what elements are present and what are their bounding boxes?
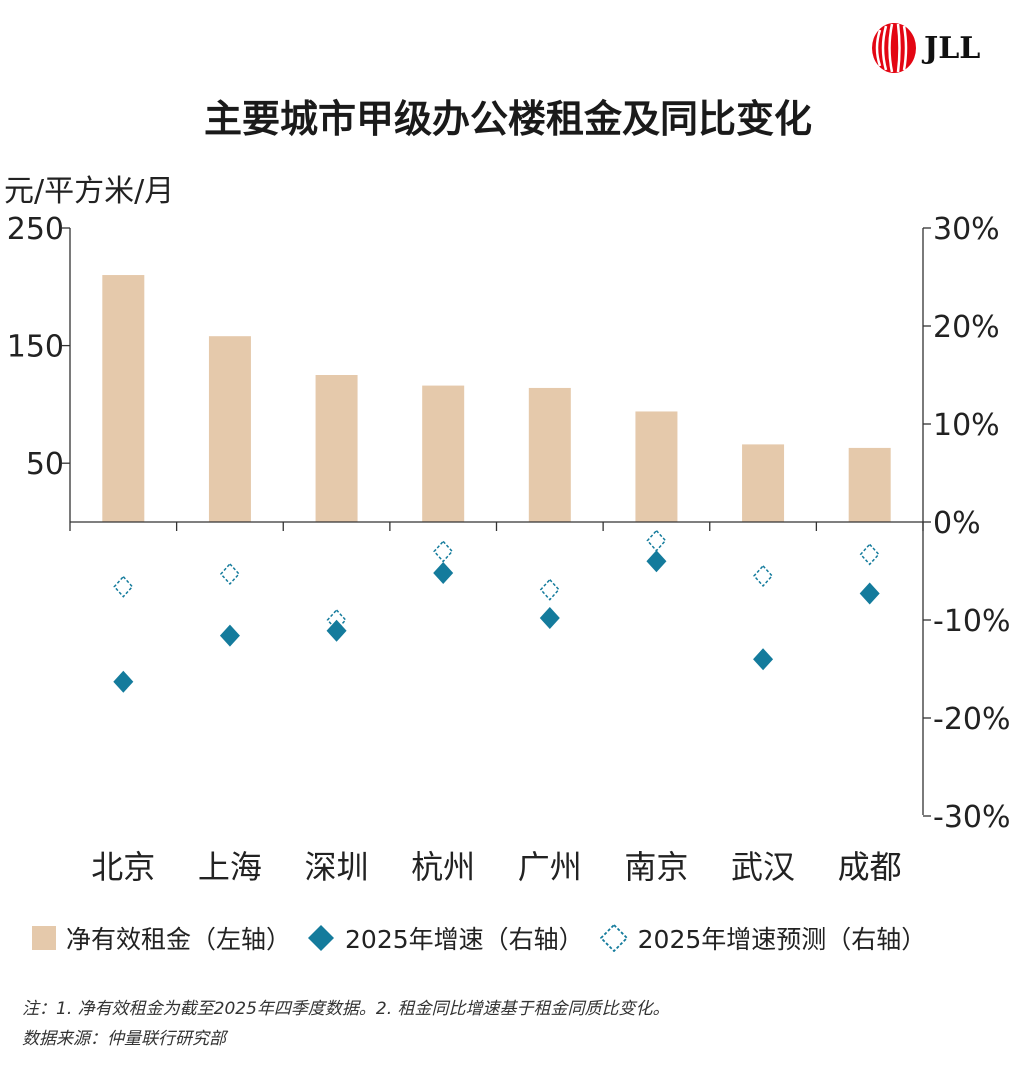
forecast-diamond (219, 562, 240, 586)
hollow-diamond-icon (599, 924, 628, 952)
legend-item-growth: 2025年增速（右轴） (307, 920, 584, 956)
y2-tick-label: -20% (933, 702, 1011, 737)
legend-label: 2025年增速（右轴） (345, 925, 584, 954)
bar (528, 387, 571, 522)
category-label: 成都 (838, 848, 902, 886)
legend-label: 净有效租金（左轴） (66, 925, 292, 954)
growth-diamond (433, 561, 454, 584)
forecast-diamond (539, 578, 560, 601)
forecast-diamond (753, 564, 774, 588)
chart-title: 主要城市甲级办公楼租金及同比变化 (203, 97, 812, 141)
forecast-diamond (859, 543, 880, 566)
bar (635, 411, 678, 522)
footnote-line: 注：1. 净有效租金为截至2025年四季度数据。2. 租金同比增速基于租金同质比… (22, 999, 670, 1019)
bar (208, 336, 251, 522)
jll-logo-mark-icon (872, 23, 916, 73)
y2-tick-label: 10% (933, 408, 1000, 443)
y2-tick-label: -10% (933, 604, 1011, 639)
logo-text: JLL (924, 30, 981, 66)
y2-tick-label: 20% (933, 310, 1000, 345)
growth-diamond (326, 619, 347, 642)
legend-label: 2025年增速预测（右轴） (637, 925, 927, 954)
bar (102, 275, 145, 522)
legend-swatch-bar (32, 926, 56, 950)
y2-tick-label: 30% (933, 212, 1000, 247)
footnotes: 注：1. 净有效租金为截至2025年四季度数据。2. 租金同比增速基于租金同质比… (22, 994, 670, 1054)
category-label: 武汉 (731, 848, 795, 886)
bar (742, 444, 785, 522)
category-label: 北京 (91, 848, 155, 886)
legend-item-rent: 净有效租金（左轴） (32, 920, 291, 956)
forecast-diamond (646, 529, 667, 552)
forecast-diamond (113, 575, 134, 598)
filled-diamond-icon (308, 925, 335, 951)
y-tick-label: 150 (7, 330, 64, 365)
category-label: 广州 (518, 848, 582, 886)
y-tick-label: 250 (7, 212, 64, 247)
category-label: 深圳 (305, 848, 369, 886)
bar (422, 385, 465, 522)
growth-diamond (539, 607, 560, 630)
bar (315, 375, 358, 522)
category-label: 上海 (198, 848, 262, 886)
growth-diamond (646, 550, 667, 573)
source-line: 数据来源：仲量联行研究部 (22, 1029, 226, 1049)
growth-diamond (219, 624, 240, 647)
legend-item-forecast: 2025年增速预测（右轴） (599, 920, 927, 956)
y-axis-label: 元/平方米/月 (4, 174, 175, 209)
category-label: 杭州 (411, 848, 475, 886)
y-tick-label: 50 (26, 447, 64, 482)
growth-diamond (859, 582, 880, 605)
forecast-diamond (433, 540, 454, 563)
growth-diamond (753, 648, 774, 671)
legend: 净有效租金（左轴） 2025年增速（右轴） 2025年增速预测（右轴） (32, 920, 942, 956)
jll-logo: JLL (870, 22, 980, 74)
y2-tick-label: 0% (933, 506, 981, 541)
growth-diamond (113, 670, 134, 693)
category-label: 南京 (624, 848, 688, 886)
y2-tick-label: -30% (933, 800, 1011, 835)
bar (848, 447, 891, 522)
